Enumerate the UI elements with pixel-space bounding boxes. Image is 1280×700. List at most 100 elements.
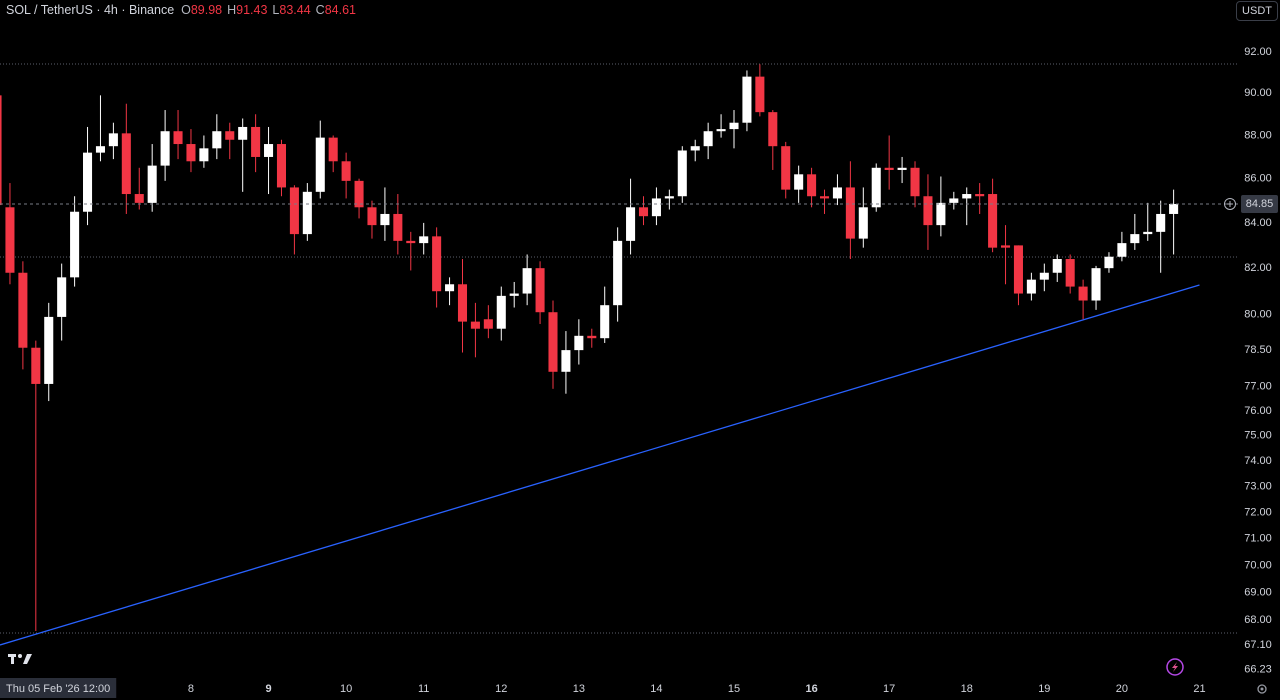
candle-body [716, 129, 726, 132]
y-tick-label: 90.00 [1244, 87, 1272, 99]
candle-body [910, 167, 920, 197]
candle-body [1026, 279, 1036, 294]
candle-body [225, 131, 235, 140]
candle-body [1078, 286, 1088, 301]
candle-body [677, 150, 687, 197]
y-tick-label: 69.00 [1244, 586, 1272, 598]
candle-body [561, 350, 571, 372]
candle-body [134, 194, 144, 203]
ohlc-key: H [227, 3, 237, 17]
candle-body [975, 194, 985, 197]
candle-body [949, 198, 959, 203]
bolt-icon[interactable] [1166, 658, 1184, 676]
y-tick-label: 86.00 [1244, 173, 1272, 185]
y-tick-label: 82.00 [1244, 262, 1272, 274]
candle-body [1001, 245, 1011, 248]
candle-body [328, 137, 338, 162]
last-price-label: 84.85 [1246, 198, 1274, 210]
candle-body [690, 146, 700, 151]
ohlc-key: C [315, 3, 325, 17]
candle-body [845, 187, 855, 239]
candle-body [380, 213, 390, 226]
candle-body [121, 133, 131, 195]
candle-body [832, 187, 842, 199]
candle-body [186, 144, 196, 162]
candle-body [807, 174, 817, 197]
candle-body [522, 268, 532, 294]
x-tick-label: 20 [1116, 683, 1128, 695]
candle-body [794, 174, 804, 190]
y-tick-label: 84.00 [1244, 217, 1272, 229]
settings-icon[interactable] [1257, 684, 1267, 694]
y-tick-label: 76.00 [1244, 405, 1272, 417]
x-tick-label: 14 [650, 683, 662, 695]
y-tick-label: 73.00 [1244, 481, 1272, 493]
candle-body [393, 213, 403, 241]
candle-body [936, 202, 946, 226]
y-tick-label: 74.00 [1244, 455, 1272, 467]
x-tick-label: 9 [265, 683, 271, 695]
add-alert-plus [1227, 200, 1233, 207]
candle-body [1052, 259, 1062, 273]
candle-body [600, 305, 610, 339]
candle-body [664, 196, 674, 199]
candle-body [626, 207, 636, 241]
x-tick-label: 15 [728, 683, 740, 695]
x-tick-label: 8 [188, 683, 194, 695]
candle-body [962, 194, 972, 199]
candle-body [302, 191, 312, 235]
x-crosshair-label: Thu 05 Feb '26 12:00 [0, 678, 117, 698]
y-tick-label: 80.00 [1244, 308, 1272, 320]
y-tick-label: 78.50 [1244, 344, 1272, 356]
candle-body [289, 187, 299, 235]
currency-button[interactable]: USDT [1236, 1, 1278, 21]
candle-body [781, 146, 791, 190]
ohlc-value: 83.44 [279, 3, 311, 17]
candle-body [871, 167, 881, 208]
y-tick-label: 72.00 [1244, 506, 1272, 518]
candle-body [742, 76, 752, 123]
candle-body [1156, 213, 1166, 232]
candle-body [445, 284, 455, 292]
ohlc-value: 84.61 [324, 3, 356, 17]
candle-body [470, 321, 480, 329]
candle-body [1130, 234, 1140, 244]
y-tick-label: 70.00 [1244, 559, 1272, 571]
candle-body [31, 347, 41, 384]
candle-body [1065, 259, 1075, 287]
candle-body [755, 76, 765, 113]
candle-body [651, 198, 661, 217]
candle-body [613, 240, 623, 306]
add-alert-button[interactable] [1224, 197, 1236, 210]
candle-body [251, 126, 261, 157]
x-tick-label: 21 [1193, 683, 1205, 695]
candle-body [703, 131, 713, 147]
candle-body [897, 167, 907, 170]
candle-body [432, 236, 442, 292]
x-tick-label: 18 [961, 683, 973, 695]
candle-body [341, 161, 351, 181]
candle-body [57, 277, 67, 317]
candle-body [638, 207, 649, 217]
y-tick-label: 77.00 [1244, 380, 1272, 392]
x-tick-label: 16 [805, 683, 817, 695]
candle-body [548, 312, 558, 372]
candle-body [457, 284, 468, 322]
candle-body [535, 268, 545, 313]
candle-body [276, 144, 287, 188]
y-tick-label: 71.00 [1244, 533, 1272, 545]
candle-body [884, 167, 894, 170]
candle-body [858, 207, 868, 239]
candle-body [1117, 243, 1127, 257]
x-label-box [0, 678, 117, 698]
candle-body [83, 152, 93, 212]
ohlc-value: 91.43 [236, 3, 268, 17]
trendline [0, 284, 1200, 646]
candle-body [0, 95, 2, 206]
candle-body [173, 131, 183, 145]
tv-logo [8, 654, 32, 664]
candle-body [1013, 245, 1023, 294]
symbol-header: SOL / TetherUS · 4h · Binance O89.98 H91.… [6, 3, 361, 17]
x-tick-label: 13 [573, 683, 585, 695]
